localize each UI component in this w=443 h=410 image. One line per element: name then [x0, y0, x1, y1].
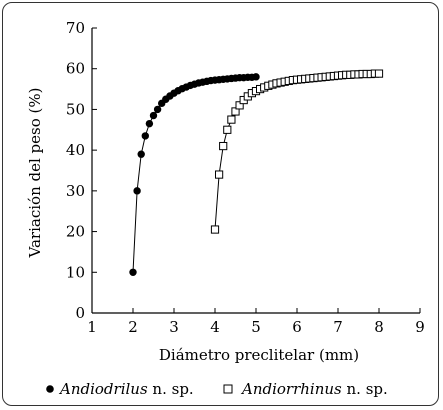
chart-frame	[2, 2, 439, 406]
data-point	[374, 69, 384, 78]
y-tick-label: 0	[75, 304, 85, 322]
data-point	[215, 170, 224, 179]
legend-entry-andiorrhinus: Andiorrhinus n. sp.	[240, 380, 388, 398]
data-point	[223, 125, 232, 134]
x-tick-label: 6	[292, 318, 302, 336]
legend-entry-andiodrilus: Andiodrilus n. sp.	[58, 380, 194, 398]
data-point	[219, 141, 228, 151]
x-tick-label: 4	[210, 318, 220, 336]
x-tick-label: 3	[169, 318, 179, 336]
y-tick-label: 40	[66, 141, 85, 159]
x-tick-label: 7	[333, 318, 343, 336]
series-0	[129, 73, 260, 276]
data-point	[129, 268, 137, 276]
y-tick-label: 70	[66, 19, 85, 37]
x-ticks: 1 2 3 4 5 6 7 8 9	[87, 308, 425, 336]
y-tick-label: 60	[66, 60, 85, 78]
data-point	[227, 115, 236, 124]
legend-marker-andiodrilus	[46, 385, 54, 393]
y-axis-label: Variación del peso (%)	[26, 88, 44, 259]
legend-name-suffix: n. sp.	[148, 380, 194, 398]
x-tick-label: 8	[374, 318, 384, 336]
series-line	[214, 73, 379, 230]
data-point	[252, 73, 260, 81]
data-point	[210, 225, 220, 234]
legend-marker-andiorrhinus	[223, 384, 233, 394]
series-layer	[129, 69, 384, 276]
y-tick-label: 30	[66, 182, 85, 200]
data-point	[133, 187, 141, 195]
data-point	[153, 105, 162, 114]
data-point	[149, 111, 158, 120]
x-tick-label: 5	[251, 318, 261, 336]
x-tick-label: 2	[128, 318, 138, 336]
data-point	[145, 119, 154, 128]
legend: Andiodrilus n. sp. Andiorrhinus n. sp.	[46, 380, 388, 398]
legend-name-italic: Andiorrhinus	[240, 380, 342, 398]
x-tick-label: 1	[87, 318, 97, 336]
data-point	[235, 101, 244, 110]
data-point	[137, 150, 145, 158]
data-point	[141, 132, 149, 140]
x-tick-label: 9	[415, 318, 425, 336]
data-point	[231, 107, 240, 116]
y-tick-label: 20	[66, 223, 85, 241]
series-1	[210, 69, 384, 234]
x-axis-label: Diámetro preclitelar (mm)	[159, 346, 359, 364]
y-tick-label: 50	[66, 100, 85, 118]
y-ticks: 0 10 20 30 40 50 60 70	[66, 19, 97, 322]
y-tick-label: 10	[66, 263, 85, 281]
legend-name-suffix: n. sp.	[342, 380, 388, 398]
legend-name-italic: Andiodrilus	[58, 380, 148, 398]
